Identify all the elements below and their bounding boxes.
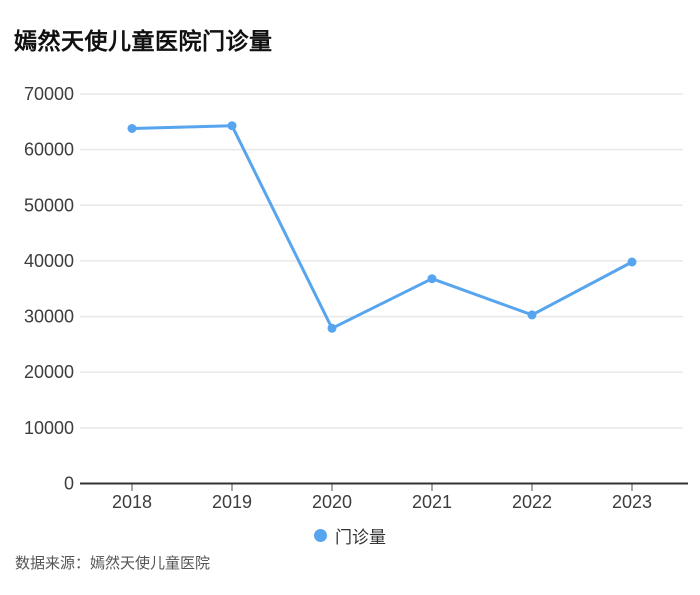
legend-dot-icon[interactable]	[314, 529, 327, 542]
x-axis-tick-label: 2022	[512, 492, 552, 512]
x-axis-tick-label: 2018	[112, 492, 152, 512]
data-point[interactable]	[627, 257, 637, 267]
y-axis-tick-label: 40000	[24, 251, 74, 271]
y-axis-tick-label: 30000	[24, 307, 74, 327]
y-axis-tick-label: 60000	[24, 140, 74, 160]
data-source-note: 数据来源：嫣然天使儿童医院	[15, 555, 211, 572]
data-point[interactable]	[227, 121, 237, 131]
chart-title: 嫣然天使儿童医院门诊量	[14, 28, 273, 54]
data-point[interactable]	[327, 323, 337, 333]
legend-label[interactable]: 门诊量	[335, 528, 386, 547]
data-point[interactable]	[427, 274, 437, 284]
legend: 门诊量	[0, 523, 700, 548]
x-axis-tick-label: 2019	[212, 492, 252, 512]
data-point[interactable]	[527, 310, 537, 320]
x-axis-tick-label: 2020	[312, 492, 352, 512]
data-point[interactable]	[127, 124, 137, 133]
y-axis-tick-label: 10000	[24, 418, 74, 438]
y-axis-tick-label: 20000	[24, 362, 74, 382]
series-line	[130, 124, 634, 330]
x-axis-tick-label: 2021	[412, 492, 452, 512]
y-axis-tick-label: 50000	[24, 195, 74, 215]
line-chart-canvas: 0 10000 20000 30000 40000 50000 60000 70000 2018…	[24, 84, 688, 512]
y-axis-tick-label: 70000	[24, 84, 74, 104]
x-axis-tick-label: 2023	[612, 492, 652, 512]
y-axis-tick-label: 0	[64, 474, 74, 494]
